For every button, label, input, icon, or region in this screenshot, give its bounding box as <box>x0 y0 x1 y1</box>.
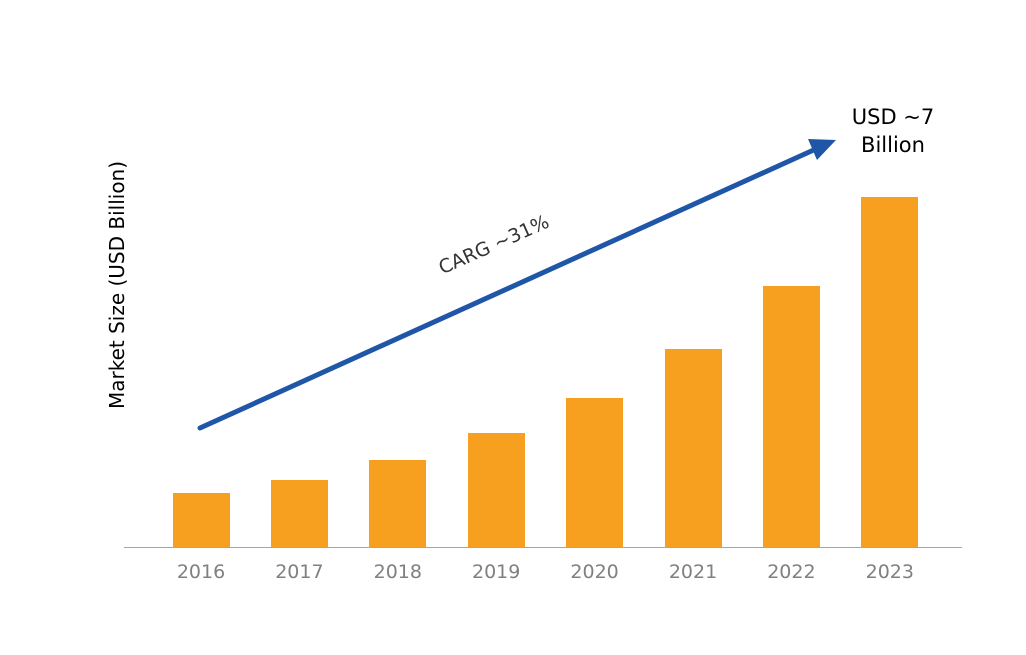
x-tick-2022: 2022 <box>767 561 816 583</box>
x-axis-line <box>124 547 962 548</box>
annotation-line-2: Billion <box>861 133 925 157</box>
bar-2019 <box>467 433 525 547</box>
bar-2020 <box>566 398 624 547</box>
x-tick-2021: 2021 <box>668 561 718 583</box>
x-tick-2019: 2019 <box>472 561 521 583</box>
bar-2018 <box>369 460 427 547</box>
value-annotation: USD ~7 Billion <box>852 103 935 159</box>
x-tick-2018: 2018 <box>373 561 422 583</box>
bar-2023 <box>861 197 919 547</box>
x-tick-2020: 2020 <box>570 561 619 583</box>
annotation-line-1: USD ~7 <box>851 105 935 129</box>
bar-2021 <box>664 349 722 547</box>
bar-2016 <box>172 493 230 547</box>
x-tick-2016: 2016 <box>176 561 226 583</box>
x-tick-2023: 2023 <box>865 561 914 583</box>
x-tick-2017: 2017 <box>275 561 324 583</box>
bar-2022 <box>762 286 820 547</box>
bar-2017 <box>270 480 328 547</box>
